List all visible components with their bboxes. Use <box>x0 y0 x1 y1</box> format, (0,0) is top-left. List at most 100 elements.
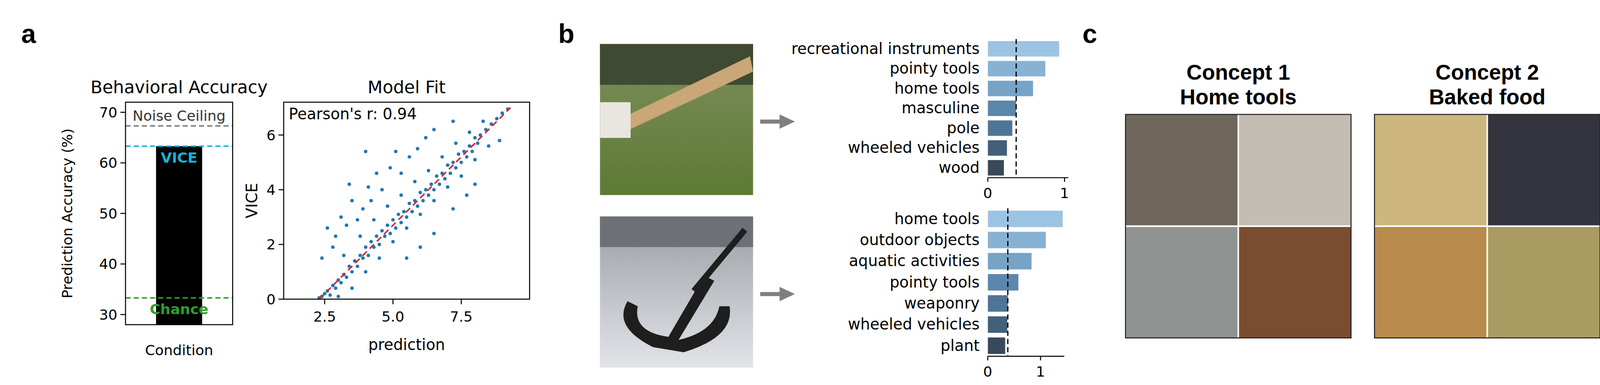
point <box>339 281 343 285</box>
point <box>459 160 463 165</box>
concept-title: Concept 1 <box>1186 60 1291 85</box>
point <box>446 163 450 167</box>
point <box>487 144 491 148</box>
photo-detail <box>599 216 753 248</box>
plot-area <box>987 38 1059 178</box>
point <box>418 212 422 216</box>
point <box>388 165 392 170</box>
y-tick-label: 70 <box>99 104 118 121</box>
point <box>453 165 458 170</box>
y-tick <box>120 314 126 316</box>
y-axis-label: Prediction Accuracy (%) <box>59 128 76 299</box>
point <box>344 275 349 279</box>
point <box>355 218 359 222</box>
point <box>328 293 332 297</box>
point <box>473 182 477 186</box>
point <box>363 149 368 153</box>
point <box>424 187 428 192</box>
photo-placeholder <box>1374 114 1488 227</box>
point <box>393 226 398 230</box>
point <box>475 141 480 145</box>
x-tick <box>987 177 989 182</box>
category-label: pointy tools <box>889 273 980 292</box>
point <box>426 193 431 197</box>
x-axis-line <box>987 355 1065 357</box>
bar <box>987 295 1008 312</box>
photo-placeholder <box>1238 226 1352 338</box>
point <box>380 228 384 233</box>
y-tick-label: 40 <box>99 255 118 273</box>
point <box>393 149 398 153</box>
threshold-line <box>1015 38 1017 178</box>
point <box>358 234 362 238</box>
point <box>434 174 439 178</box>
point <box>391 218 395 222</box>
category-label: plant <box>940 336 980 355</box>
point <box>374 234 378 238</box>
point <box>443 177 447 181</box>
point <box>410 209 414 213</box>
x-tick-label: 0 <box>983 363 993 380</box>
y-tick-label: 6 <box>266 127 276 144</box>
y-tick-label: 50 <box>99 205 118 222</box>
category-label: recreational instruments <box>791 40 980 58</box>
point <box>467 130 472 134</box>
chart-title: Behavioral Accuracy <box>90 76 268 98</box>
photo-detail <box>693 229 745 291</box>
panel-label: b <box>558 18 575 49</box>
category-label: aquatic activities <box>848 252 980 270</box>
bar <box>987 231 1046 248</box>
point <box>350 269 354 274</box>
category-label: wood <box>938 158 980 177</box>
y-tick-label: 4 <box>266 181 276 199</box>
point <box>380 187 384 192</box>
point <box>405 226 409 230</box>
bar <box>987 274 1019 291</box>
y-tick <box>278 243 284 245</box>
point <box>415 204 419 208</box>
point <box>336 294 340 298</box>
y-tick-label: 30 <box>99 306 118 323</box>
y-tick-label: 0 <box>266 291 276 308</box>
fit-line <box>319 107 511 300</box>
bar <box>987 253 1032 270</box>
point <box>407 155 412 159</box>
bar <box>987 100 1017 117</box>
x-tick <box>460 299 462 305</box>
point <box>366 253 371 257</box>
point <box>470 149 474 153</box>
point <box>456 152 461 156</box>
x-tick <box>324 299 326 305</box>
chart-title: Model Fit <box>367 76 446 98</box>
x-axis-line <box>987 177 1069 179</box>
point <box>432 187 436 192</box>
grid-frame <box>1374 114 1600 338</box>
point <box>473 136 477 140</box>
photo-placeholder <box>1125 114 1239 227</box>
point <box>446 185 450 189</box>
point <box>374 171 378 175</box>
x-axis-label: prediction <box>368 336 446 354</box>
point <box>361 206 365 211</box>
bar <box>987 120 1013 136</box>
point <box>437 182 441 186</box>
grid-separator <box>1125 225 1352 227</box>
bar <box>987 140 1007 156</box>
x-tick-label: 1 <box>1036 363 1046 380</box>
bar <box>987 337 1005 354</box>
photo-placeholder <box>1487 226 1600 338</box>
point <box>481 119 485 124</box>
point <box>342 253 346 257</box>
point <box>421 199 425 203</box>
point <box>465 155 469 159</box>
y-tick <box>120 162 126 164</box>
photo-detail <box>623 275 731 352</box>
arrow <box>760 291 782 296</box>
point <box>426 168 431 172</box>
point <box>339 215 343 219</box>
y-tick <box>120 212 126 214</box>
category-label: wheeled vehicles <box>847 315 980 334</box>
y-tick-label: 60 <box>99 154 118 172</box>
y-tick <box>120 263 126 265</box>
grid-separator <box>1374 225 1600 227</box>
